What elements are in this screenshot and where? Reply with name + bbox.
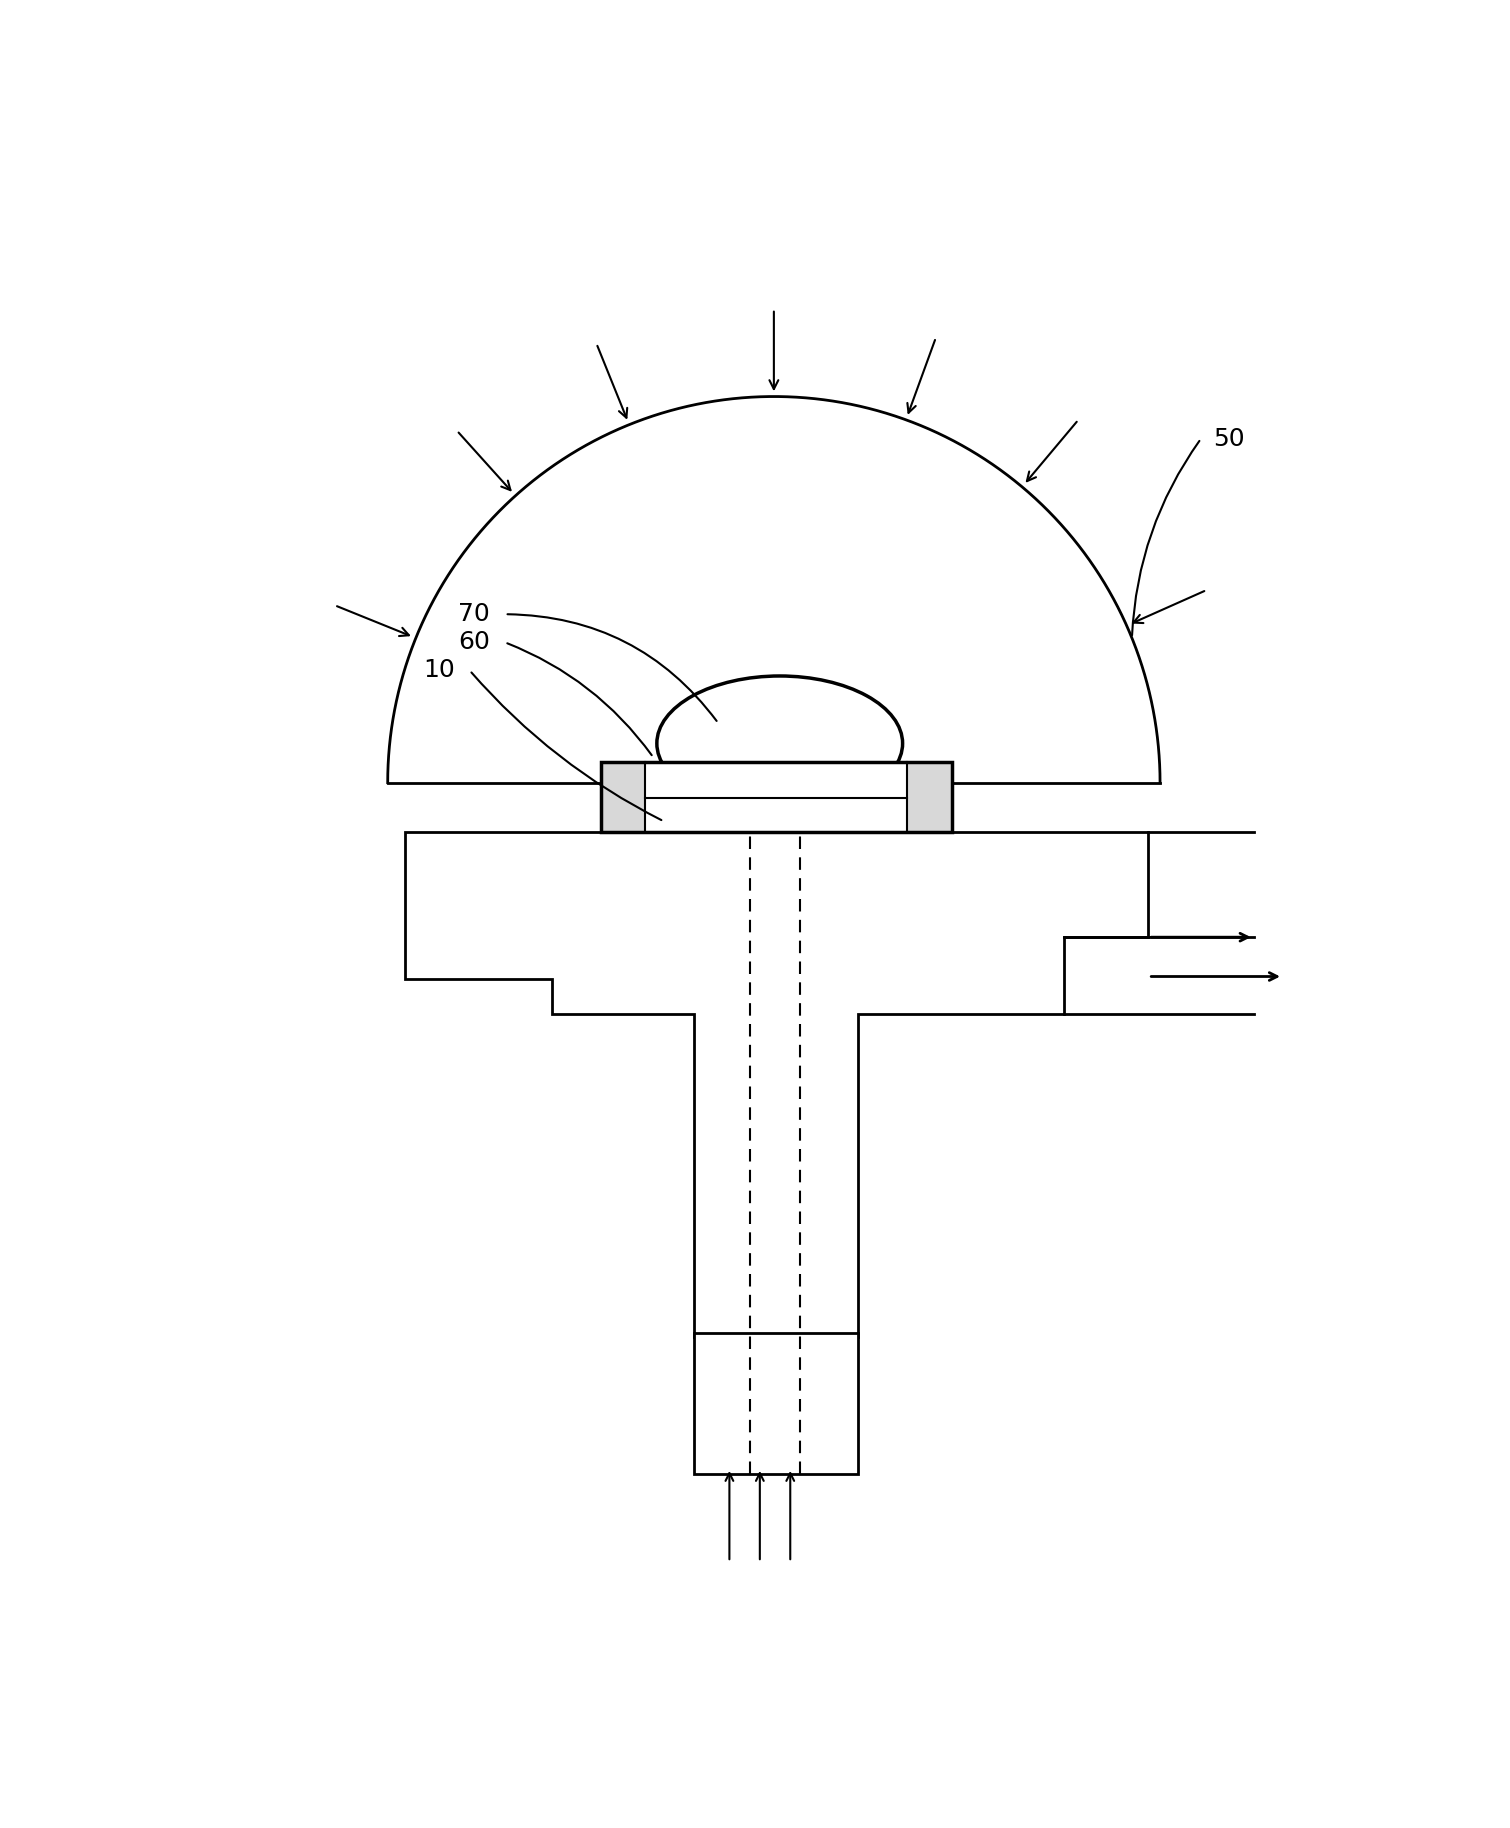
Polygon shape bbox=[405, 832, 1149, 1338]
Text: 70: 70 bbox=[458, 601, 489, 627]
Text: 10: 10 bbox=[423, 658, 455, 682]
Text: 50: 50 bbox=[1213, 426, 1244, 452]
Bar bbox=[695, 1333, 858, 1473]
Bar bbox=[645, 799, 908, 832]
Text: 60: 60 bbox=[458, 631, 489, 654]
Bar bbox=[601, 762, 951, 832]
Bar bbox=[645, 762, 908, 799]
Bar bbox=[601, 762, 645, 832]
Bar bbox=[908, 762, 951, 832]
Bar bbox=[601, 762, 951, 832]
Ellipse shape bbox=[657, 676, 903, 812]
